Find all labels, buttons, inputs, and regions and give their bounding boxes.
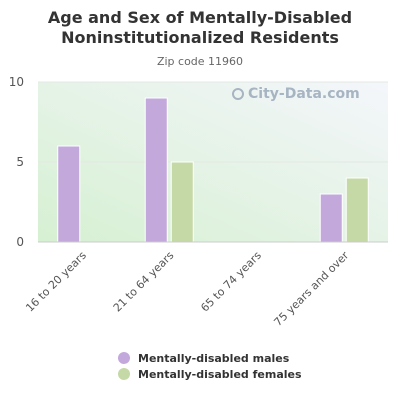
watermark-text: City-Data.com (248, 86, 360, 102)
legend-item-males: Mentally-disabled males (118, 350, 302, 366)
x-tick-label: 21 to 64 years (111, 249, 177, 315)
chart-subtitle: Zip code 11960 (156, 55, 244, 68)
bar-females (345, 177, 369, 243)
x-tick-label: 16 to 20 years (23, 249, 89, 315)
bar-females (170, 161, 194, 243)
x-tick-label: 75 years and over (271, 249, 351, 329)
chart-title: Age and Sex of Mentally-Disabled Noninst… (47, 8, 353, 47)
legend-label-females: Mentally-disabled females (138, 367, 302, 381)
bar-males (144, 97, 168, 243)
y-tick-label: 10 (9, 75, 24, 89)
bar-males (319, 193, 343, 243)
legend-item-females: Mentally-disabled females (118, 366, 302, 382)
legend-swatch-males (118, 352, 130, 364)
y-tick-label: 0 (16, 235, 24, 249)
watermark: City-Data.com (232, 86, 360, 102)
magnifier-icon (232, 88, 244, 100)
legend: Mentally-disabled males Mentally-disable… (118, 350, 302, 382)
bar-males (57, 145, 81, 243)
y-tick-label: 5 (16, 155, 24, 169)
legend-swatch-females (118, 368, 130, 380)
legend-label-males: Mentally-disabled males (138, 351, 290, 365)
x-tick-label: 65 to 74 years (198, 249, 264, 315)
